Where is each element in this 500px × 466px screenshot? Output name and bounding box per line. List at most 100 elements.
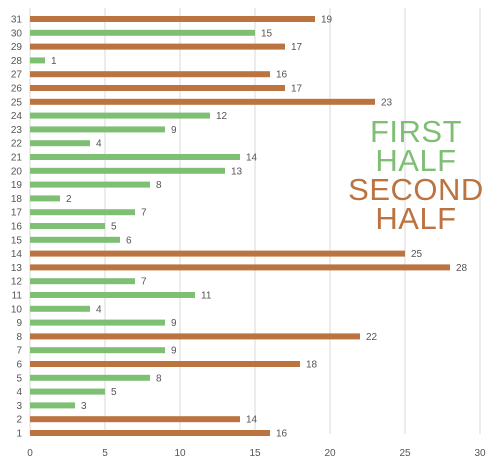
value-label: 22 — [366, 332, 378, 343]
value-label: 11 — [201, 291, 212, 302]
bar-18-first-half — [30, 195, 60, 202]
x-tick-label: 0 — [27, 448, 33, 459]
value-label: 9 — [171, 125, 177, 136]
category-label: 17 — [11, 208, 23, 219]
bar-2-second-half — [30, 416, 240, 423]
bar-29-second-half — [30, 43, 285, 50]
legend-text-second-half: HALF — [375, 201, 456, 236]
bar-17-first-half — [30, 209, 135, 216]
category-label: 27 — [11, 70, 23, 81]
bar-5-first-half — [30, 374, 150, 381]
category-label: 10 — [11, 304, 23, 315]
bar-20-first-half — [30, 167, 225, 174]
value-label: 23 — [381, 97, 393, 108]
bars — [30, 16, 450, 436]
value-label: 12 — [216, 111, 228, 122]
category-label: 2 — [16, 415, 22, 426]
value-label: 25 — [411, 249, 423, 260]
bar-1-second-half — [30, 430, 270, 436]
value-label: 7 — [141, 208, 147, 219]
x-tick-label: 5 — [102, 448, 108, 459]
category-label: 5 — [16, 373, 22, 384]
bar-22-first-half — [30, 140, 90, 147]
value-label: 4 — [96, 304, 102, 315]
x-tick-label: 20 — [324, 448, 336, 459]
category-label: 22 — [11, 139, 23, 150]
category-label: 6 — [16, 360, 22, 371]
value-label: 17 — [291, 42, 303, 53]
value-label: 9 — [171, 318, 177, 329]
category-label: 29 — [11, 42, 23, 53]
bar-31-second-half — [30, 16, 315, 22]
value-label: 1 — [51, 56, 57, 67]
category-label: 9 — [16, 318, 22, 329]
bar-4-first-half — [30, 388, 105, 395]
category-label: 23 — [11, 125, 23, 136]
bar-3-first-half — [30, 402, 75, 409]
value-label: 8 — [156, 373, 162, 384]
bar-21-first-half — [30, 154, 240, 160]
bar-7-first-half — [30, 347, 165, 354]
category-label: 25 — [11, 97, 23, 108]
value-label: 2 — [66, 194, 72, 205]
category-label: 13 — [11, 263, 23, 274]
category-label: 7 — [16, 346, 22, 357]
category-label: 30 — [11, 28, 23, 39]
bar-8-second-half — [30, 333, 360, 340]
value-label: 16 — [276, 429, 288, 440]
legend-text-first-half: FIRST — [370, 114, 462, 149]
bar-12-first-half — [30, 278, 135, 285]
category-label: 14 — [11, 249, 23, 260]
bar-11-first-half — [30, 292, 195, 298]
x-tick-label: 10 — [174, 448, 186, 459]
grid-lines — [29, 8, 481, 434]
category-label: 15 — [11, 235, 23, 246]
value-label: 4 — [96, 139, 102, 150]
value-label: 13 — [231, 166, 243, 177]
category-label: 20 — [11, 166, 23, 177]
bar-9-first-half — [30, 319, 165, 326]
value-label: 9 — [171, 346, 177, 357]
value-label: 8 — [156, 180, 162, 191]
category-label: 8 — [16, 332, 22, 343]
x-tick-label: 30 — [474, 448, 486, 459]
category-label: 28 — [11, 56, 23, 67]
category-label: 31 — [11, 15, 23, 26]
labels: 0 5 10 15 20 25 301 162 143 34 55 86 187 98 229 910 411 1… — [11, 15, 486, 460]
category-label: 24 — [11, 111, 23, 122]
category-label: 26 — [11, 84, 23, 95]
bar-15-first-half — [30, 236, 120, 243]
bar-10-first-half — [30, 305, 90, 312]
value-label: 6 — [126, 235, 132, 246]
value-label: 18 — [306, 360, 318, 371]
bar-13-second-half — [30, 264, 450, 271]
bar-28-first-half — [30, 57, 45, 64]
category-label: 12 — [11, 277, 23, 288]
bar-25-second-half — [30, 98, 375, 105]
value-label: 3 — [81, 401, 87, 412]
bar-19-first-half — [30, 181, 150, 188]
category-label: 4 — [16, 387, 22, 398]
category-label: 21 — [11, 153, 23, 164]
value-label: 19 — [321, 15, 333, 26]
value-label: 14 — [246, 415, 258, 426]
legend-text-second-half: SECOND — [348, 172, 484, 207]
value-label: 7 — [141, 277, 147, 288]
bar-6-second-half — [30, 361, 300, 367]
category-label: 3 — [16, 401, 22, 412]
bar-16-first-half — [30, 223, 105, 229]
category-label: 16 — [11, 222, 23, 233]
category-label: 18 — [11, 194, 23, 205]
category-label: 19 — [11, 180, 23, 191]
bar-27-second-half — [30, 71, 270, 78]
x-tick-label: 15 — [249, 448, 261, 459]
value-label: 28 — [456, 263, 468, 274]
value-label: 16 — [276, 70, 288, 81]
category-label: 11 — [12, 291, 23, 302]
x-tick-label: 25 — [399, 448, 411, 459]
value-label: 14 — [246, 153, 258, 164]
bar-30-first-half — [30, 29, 255, 36]
